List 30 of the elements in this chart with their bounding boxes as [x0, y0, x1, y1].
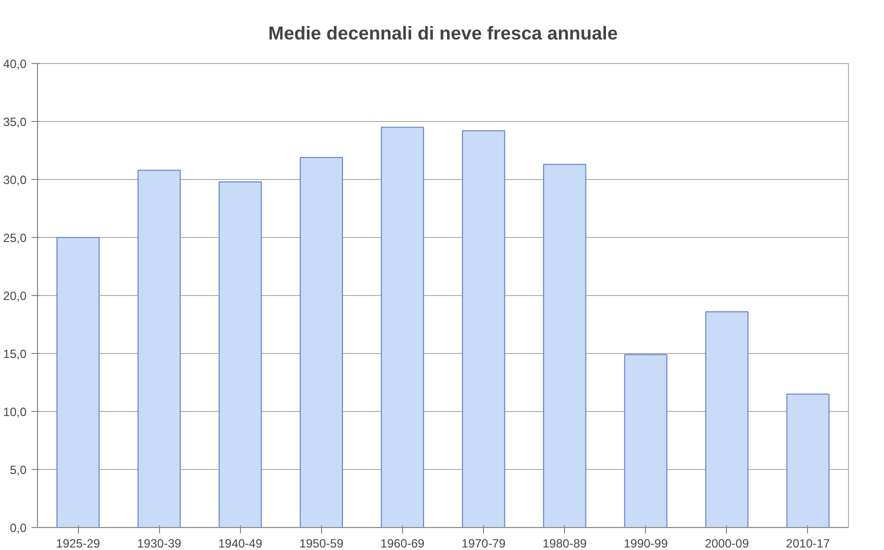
x-tick-label: 1940-49	[218, 536, 263, 550]
bar	[705, 311, 748, 528]
x-tick-label: 1990-99	[624, 536, 668, 550]
chart-title: Medie decennali di neve fresca annuale	[268, 22, 618, 44]
y-tick-label: 20,0	[3, 289, 27, 303]
bar	[300, 156, 343, 528]
y-tick-label: 5,0	[10, 463, 27, 477]
y-tick-label: 15,0	[3, 347, 27, 361]
bar	[218, 181, 262, 528]
x-tick-label: 2010-17	[786, 536, 830, 550]
y-tick-label: 30,0	[3, 173, 27, 187]
bar	[624, 354, 668, 528]
x-tick-label: 1960-69	[380, 536, 425, 550]
x-tick-label: 1925-29	[56, 536, 100, 550]
y-tick-label: 25,0	[3, 231, 27, 245]
x-tick-label: 1930-39	[137, 536, 182, 550]
y-tick-label: 10,0	[3, 405, 27, 419]
x-tick-label: 2000-09	[704, 536, 750, 550]
y-tick-label: 0,0	[10, 521, 27, 535]
y-tick-label: 35,0	[3, 115, 27, 129]
x-tick-label: 1950-59	[299, 536, 344, 550]
y-tick-label: 40,0	[3, 57, 27, 71]
bar	[56, 237, 100, 528]
bar	[138, 170, 181, 528]
bar	[786, 394, 830, 528]
bar	[380, 126, 424, 528]
bar	[462, 130, 506, 528]
x-tick-label: 1980-89	[542, 536, 587, 550]
bar	[543, 164, 586, 528]
x-tick-label: 1970-79	[462, 536, 506, 550]
